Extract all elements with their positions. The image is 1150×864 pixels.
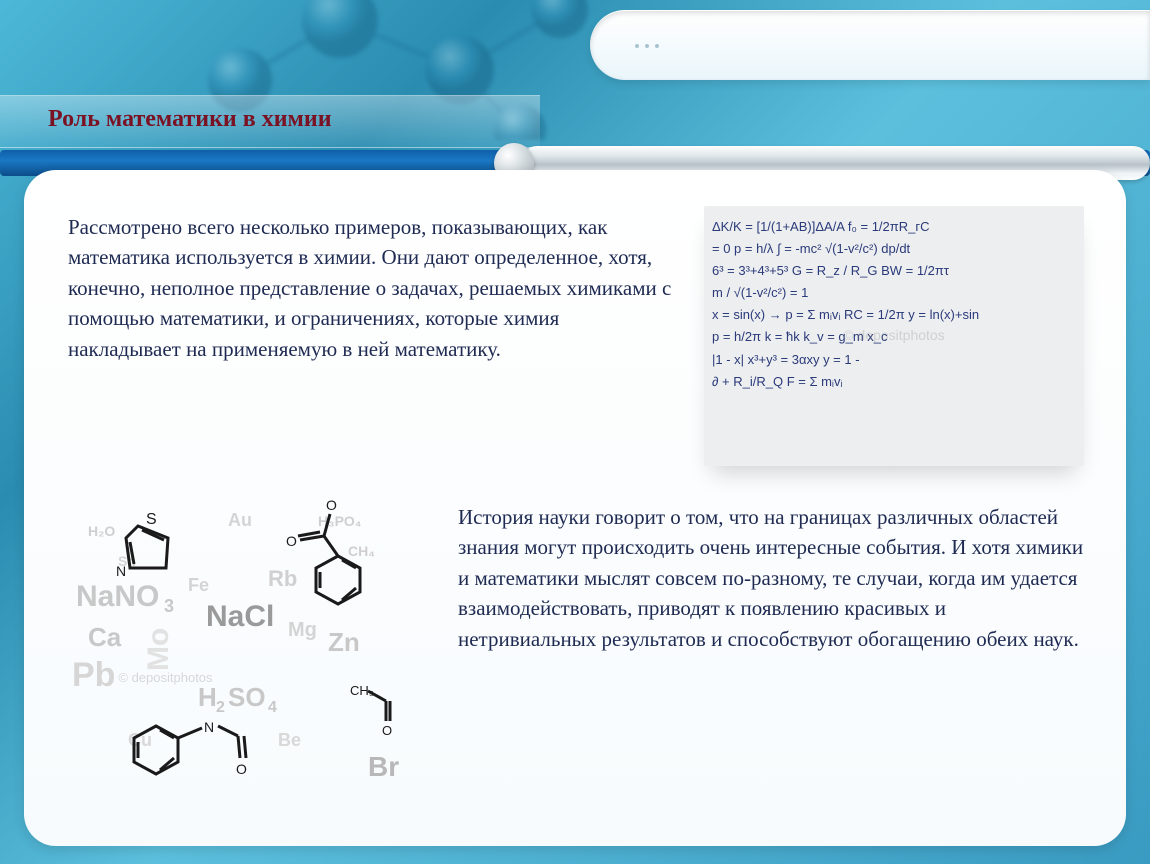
paragraph-2: История науки говорит о том, что на гран… xyxy=(458,496,1084,654)
svg-text:H: H xyxy=(198,682,217,712)
svg-text:Be: Be xyxy=(278,730,301,750)
svg-text:Mg: Mg xyxy=(288,619,317,641)
svg-text:N: N xyxy=(204,719,214,735)
chemistry-figure: NaNO3 NaCl H2SO4 Pb Ca Zn Rb Br Fe Au Mg… xyxy=(68,496,428,796)
svg-text:O: O xyxy=(382,723,392,738)
svg-text:O: O xyxy=(236,761,247,777)
svg-text:Ca: Ca xyxy=(88,622,122,652)
content-card: Рассмотрено всего несколько примеров, по… xyxy=(24,170,1126,846)
svg-text:H₂O: H₂O xyxy=(88,523,115,539)
svg-text:CH₄: CH₄ xyxy=(348,543,375,559)
svg-text:SO: SO xyxy=(228,682,266,712)
equations-figure: ΔK/K = [1/(1+AB)]ΔA/A f₀ = 1/2πR_гC = 0 … xyxy=(704,206,1084,466)
svg-text:NaNO: NaNO xyxy=(76,580,159,613)
svg-text:Zn: Zn xyxy=(328,627,360,657)
svg-text:O: O xyxy=(286,533,297,549)
watermark-text: © depositphotos xyxy=(118,670,212,685)
svg-text:NaCl: NaCl xyxy=(206,600,274,633)
svg-text:Fe: Fe xyxy=(188,575,209,595)
svg-text:Br: Br xyxy=(368,751,399,782)
svg-text:Au: Au xyxy=(228,510,252,530)
svg-text:4: 4 xyxy=(268,699,277,716)
eq-line: 6³ = 3³+4³+5³ G = R_z / R_G BW = 1/2πτ xyxy=(712,260,1076,282)
title-bar: Роль математики в химии xyxy=(0,95,540,148)
svg-text:Cu: Cu xyxy=(128,730,152,750)
svg-text:2: 2 xyxy=(216,699,225,716)
eq-line: ΔK/K = [1/(1+AB)]ΔA/A f₀ = 1/2πR_гC xyxy=(712,216,1076,238)
svg-text:Rb: Rb xyxy=(268,566,297,591)
header-pill-decoration xyxy=(590,10,1150,80)
svg-text:3: 3 xyxy=(164,596,174,616)
svg-text:O: O xyxy=(326,497,337,513)
eq-line: |1 - x| x³+y³ = 3αxy y = 1 - xyxy=(712,349,1076,371)
svg-text:Pb: Pb xyxy=(72,656,115,694)
svg-text:CH₃: CH₃ xyxy=(350,683,374,698)
svg-text:S: S xyxy=(146,511,157,528)
svg-text:H₃PO₄: H₃PO₄ xyxy=(318,513,361,529)
svg-text:N: N xyxy=(116,563,126,579)
paragraph-1: Рассмотрено всего несколько примеров, по… xyxy=(68,206,676,364)
eq-line: m / √(1-v²/c²) = 1 xyxy=(712,282,1076,304)
slide-title: Роль математики в химии xyxy=(48,106,540,133)
eq-line: ∂ + R_i/R_Q F = Σ mᵢvᵢ xyxy=(712,371,1076,393)
watermark-text: © depositphotos xyxy=(843,324,944,348)
eq-line: = 0 p = h/λ ∫ = -mc² √(1-v²/c²) dp/dt xyxy=(712,238,1076,260)
svg-text:Mo: Mo xyxy=(142,628,175,671)
